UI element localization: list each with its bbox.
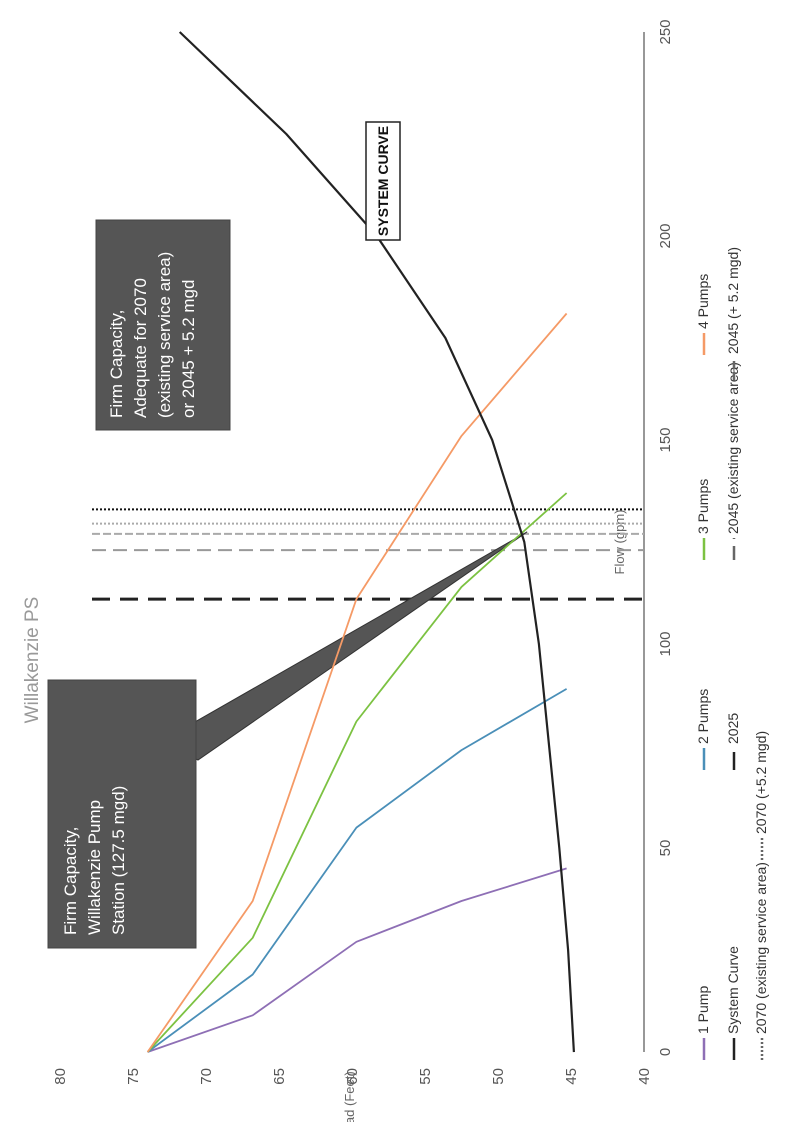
- y-tick-group: 70: [198, 1068, 215, 1085]
- legend-item: 2 Pumps: [695, 689, 711, 770]
- callout-text-group-adequate: Firm Capacity, Adequate for 2070 (existing…: [107, 252, 198, 418]
- series-line-3-pumps: [146, 492, 568, 1053]
- callout-pointer: [158, 531, 528, 761]
- legend-label: 2070 (existing service area): [753, 862, 769, 1034]
- x-tick-label: 250: [657, 19, 674, 44]
- y-tick-group: 75: [125, 1068, 142, 1085]
- x-tick-label: 50: [657, 840, 674, 857]
- x-axis-title: Flow (gpm): [612, 509, 627, 574]
- x-tick-label: 200: [657, 223, 674, 248]
- y-tick-group: 45: [563, 1068, 580, 1085]
- x-axis-title-group: Flow (gpm): [612, 509, 627, 574]
- system-curve-label-box: [365, 121, 401, 241]
- y-tick-group: 60: [344, 1068, 361, 1085]
- legend-item: 3 Pumps: [695, 479, 711, 560]
- x-tick-group: 200: [657, 223, 674, 248]
- y-tick-label: 65: [271, 1068, 288, 1085]
- x-tick-group: 50: [657, 840, 674, 857]
- callout-text-line: Willakenzie Pump: [85, 800, 104, 935]
- legend-item: 2045 (+ 5.2 mgd): [725, 247, 741, 380]
- x-tick-group: 100: [657, 631, 674, 656]
- legend-label: 2045 (+ 5.2 mgd): [725, 247, 741, 354]
- legend-label: System Curve: [725, 946, 741, 1034]
- y-tick-label: 55: [417, 1068, 434, 1085]
- callout-text-line: (existing service area): [155, 252, 174, 418]
- system-curve-label-group: SYSTEM CURVE: [375, 126, 391, 236]
- legend-label: 4 Pumps: [695, 274, 711, 329]
- callout-box-pump-station: [47, 679, 197, 949]
- series-line-4-pumps: [146, 312, 568, 1053]
- x-tick-label: 150: [657, 427, 674, 452]
- x-tick-group: 250: [657, 19, 674, 44]
- callout-text-line: or 2045 + 5.2 mgd: [179, 280, 198, 418]
- legend-label: 2045 (existing service area): [725, 362, 741, 534]
- y-tick-label: 45: [563, 1068, 580, 1085]
- y-tick-label: 60: [344, 1068, 361, 1085]
- legend-label: 2025: [725, 713, 741, 744]
- y-axis-title-group: Head (Feet): [342, 1071, 357, 1127]
- y-tick-group: 65: [271, 1068, 288, 1085]
- y-tick-label: 75: [125, 1068, 142, 1085]
- series-line-1-pump: [147, 867, 567, 1053]
- legend-item: 2025: [725, 713, 741, 770]
- legend-item: 2045 (existing service area): [725, 362, 741, 560]
- legend-label: 1 Pump: [695, 986, 711, 1034]
- y-tick-label: 70: [198, 1068, 215, 1085]
- legend-label: 2 Pumps: [695, 689, 711, 744]
- callout-text-group-pump-station: Firm Capacity, Willakenzie Pump Station (1…: [61, 786, 128, 935]
- y-tick-group: 50: [490, 1068, 507, 1085]
- legend-label: 3 Pumps: [695, 479, 711, 534]
- callout-box-adequate: [95, 219, 231, 431]
- series-line-system-curve: [178, 31, 575, 1053]
- legend-item: 2070 (+5.2 mgd): [753, 731, 769, 860]
- legend-item: System Curve: [725, 946, 741, 1060]
- legend-label: 2070 (+5.2 mgd): [753, 731, 769, 834]
- x-tick-group: 0: [657, 1048, 674, 1056]
- system-curve-label: SYSTEM CURVE: [375, 126, 391, 236]
- y-tick-group: 40: [636, 1068, 653, 1085]
- x-tick-label: 100: [657, 631, 674, 656]
- callout-text-line: Firm Capacity,: [61, 827, 80, 935]
- series-line-2-pumps: [147, 688, 568, 1053]
- legend-item: 4 Pumps: [695, 274, 711, 355]
- y-tick-label: 80: [52, 1068, 69, 1085]
- callout-text-line: Adequate for 2070: [131, 278, 150, 418]
- legend-item: 1 Pump: [695, 986, 711, 1060]
- y-tick-group: 55: [417, 1068, 434, 1085]
- callout-text-line: Firm Capacity,: [107, 310, 126, 418]
- legend-item: 2070 (existing service area): [753, 862, 769, 1060]
- y-axis-title: Head (Feet): [342, 1071, 357, 1122]
- chart-title: Willakenzie PS: [22, 597, 43, 724]
- chart-title-group: Willakenzie PS: [22, 597, 43, 724]
- y-tick-group: 80: [52, 1068, 69, 1085]
- y-tick-label: 50: [490, 1068, 507, 1085]
- y-tick-label: 40: [636, 1068, 653, 1085]
- x-tick-group: 150: [657, 427, 674, 452]
- x-tick-label: 0: [657, 1048, 674, 1056]
- callout-text-line: Station (127.5 mgd): [109, 786, 128, 935]
